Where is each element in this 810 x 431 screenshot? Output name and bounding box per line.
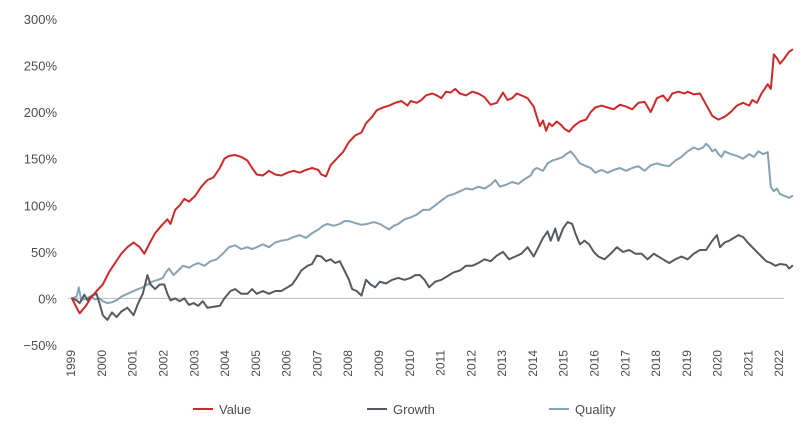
legend: Value Growth Quality bbox=[193, 402, 616, 417]
x-tick-label: 2008 bbox=[341, 350, 355, 377]
x-tick-label: 2000 bbox=[95, 350, 109, 377]
x-tick-label: 2001 bbox=[126, 350, 140, 377]
legend-label-growth: Growth bbox=[393, 402, 435, 417]
series-line-value bbox=[71, 48, 794, 315]
x-tick-label: 2005 bbox=[249, 350, 263, 377]
x-tick-label: 2016 bbox=[587, 350, 601, 377]
x-tick-label: 2020 bbox=[711, 350, 725, 377]
x-tick-label: 2009 bbox=[372, 350, 386, 377]
x-tick-label: 2011 bbox=[434, 350, 448, 376]
legend-label-value: Value bbox=[219, 402, 251, 417]
x-tick-label: 2002 bbox=[157, 350, 171, 377]
y-tick-label: 150% bbox=[24, 152, 58, 167]
x-axis-ticks: 1999 2000 2001 2002 2003 2004 2005 2006 2007 2008… bbox=[64, 350, 786, 377]
y-tick-label: −50% bbox=[23, 338, 57, 353]
x-tick-label: 2003 bbox=[187, 350, 201, 377]
legend-label-quality: Quality bbox=[575, 402, 616, 417]
series-line-quality bbox=[71, 142, 794, 305]
y-axis-ticks: 300% 250% 200% 150% 100% 50% 0% −50% bbox=[23, 12, 57, 353]
x-tick-label: 2014 bbox=[526, 350, 540, 377]
x-tick-label: 2022 bbox=[772, 350, 786, 377]
x-tick-label: 2007 bbox=[310, 350, 324, 377]
y-tick-label: 200% bbox=[24, 105, 58, 120]
x-tick-label: 2015 bbox=[557, 350, 571, 377]
x-tick-label: 2012 bbox=[464, 350, 478, 377]
y-tick-label: 100% bbox=[24, 198, 58, 213]
series-layer bbox=[71, 48, 794, 321]
y-tick-label: 50% bbox=[31, 245, 57, 260]
x-tick-label: 2017 bbox=[618, 350, 632, 377]
x-tick-label: 2006 bbox=[280, 350, 294, 377]
series-line-growth bbox=[71, 221, 794, 321]
y-tick-label: 300% bbox=[24, 12, 58, 27]
x-tick-label: 1999 bbox=[64, 350, 78, 377]
y-tick-label: 0% bbox=[38, 291, 57, 306]
x-tick-label: 2019 bbox=[680, 350, 694, 377]
x-tick-label: 2018 bbox=[649, 350, 663, 377]
y-tick-label: 250% bbox=[24, 59, 58, 74]
x-tick-label: 2010 bbox=[403, 350, 417, 377]
x-tick-label: 2004 bbox=[218, 350, 232, 377]
x-tick-label: 2021 bbox=[741, 350, 755, 377]
x-tick-label: 2013 bbox=[495, 350, 509, 377]
